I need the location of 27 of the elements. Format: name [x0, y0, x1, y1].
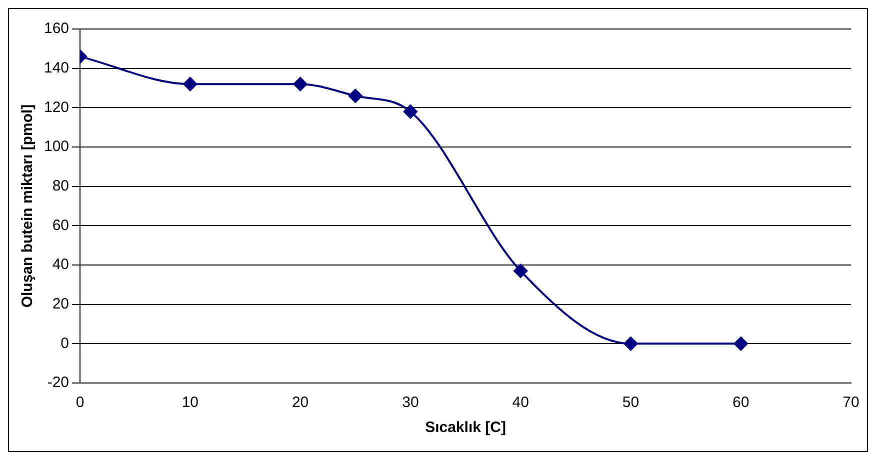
- y-tick-label: 100: [44, 138, 70, 156]
- y-tick-label: 160: [44, 20, 70, 38]
- y-tick-label: 0: [60, 334, 70, 352]
- y-axis-title: Oluşan butein miktarı [pmol]: [19, 104, 36, 308]
- x-tick-label: 0: [76, 394, 84, 412]
- x-tick-label: 40: [512, 394, 529, 412]
- point: [514, 264, 528, 278]
- y-tick-label: 40: [52, 256, 70, 274]
- y-tick-label: 80: [52, 177, 70, 194]
- y-tick-label: -20: [47, 374, 70, 392]
- point: [293, 77, 308, 92]
- point: [734, 336, 748, 351]
- x-tick-label: 70: [842, 394, 860, 412]
- y-tick-label: 60: [52, 216, 70, 234]
- x-tick-label: 60: [732, 394, 750, 412]
- point: [403, 104, 418, 119]
- x-tick-label: 30: [402, 394, 419, 412]
- x-tick-label: 50: [622, 394, 640, 412]
- point: [348, 88, 362, 103]
- point: [624, 336, 638, 351]
- x-tick-label: 10: [182, 394, 199, 412]
- x-tick-label: 20: [292, 394, 309, 412]
- point: [183, 77, 198, 92]
- y-tick-label: 140: [44, 59, 70, 76]
- y-tick-label: 120: [44, 98, 70, 116]
- y-tick-label: 20: [52, 295, 70, 312]
- x-axis-title: Sıcaklık [C]: [425, 419, 506, 436]
